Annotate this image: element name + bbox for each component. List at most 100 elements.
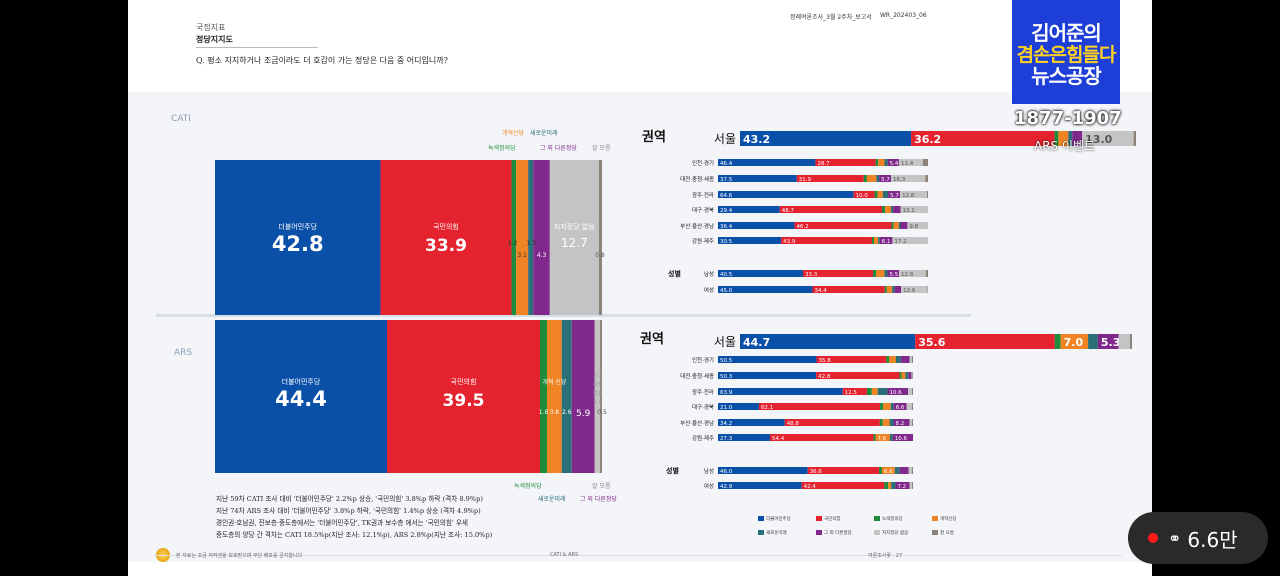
- cati-region-row-4-seg-green: [882, 206, 886, 213]
- ars-region-row-6-seg-minjoo: [718, 434, 770, 441]
- footer-rule: [154, 555, 1122, 556]
- ars-region-row-6-seg-other: [892, 434, 913, 441]
- cati-region-row-4-label-ppp: 48.7: [782, 208, 795, 214]
- cati-region-row-7-label-none: 12.8: [901, 272, 914, 278]
- ars-region-row-3-seg-ppp: [842, 388, 867, 395]
- cati-region-row-0-seg-none: [1082, 131, 1134, 146]
- ars-region-row-4-label-other: 6.6: [896, 405, 905, 411]
- footer-section: CATI & ARS: [550, 552, 579, 558]
- cati-bar-seg-dk: [598, 160, 602, 315]
- survey-label-cati: CATI: [171, 114, 191, 124]
- footer-copyright: 본 자료는 조금 저작권을 보호받으며 무단 배포를 금지합니다: [176, 553, 303, 559]
- cati-region-row-7-seg-newfuture: [884, 270, 888, 277]
- ars-phone-number: 1877-1907: [1014, 108, 1122, 129]
- cati-value-minjoo: 42.8: [272, 232, 324, 256]
- ars-region-row-2-seg-ppp: [816, 372, 900, 379]
- cati-region-row-0-label-ppp: 36.2: [914, 133, 941, 146]
- brand-line-1: 김어준의: [1031, 21, 1102, 45]
- cati-region-row-6-seg-minjoo: [718, 237, 782, 244]
- ars-region-row-label-6: 강원·제주: [692, 434, 714, 442]
- ars-region-row-label-4: 대구·경북: [692, 403, 714, 411]
- ars-none-label-2: 없음: [593, 390, 603, 397]
- cati-region-row-1-seg-ppp: [815, 159, 876, 166]
- ars-region-row-4-seg-newfuture: [890, 403, 894, 410]
- ars-callout-newfuture: 새로운미래: [538, 495, 566, 503]
- ars-region-row-0-seg-reform: [1060, 334, 1089, 349]
- legend-text-none: 지지정당 없음: [882, 531, 909, 536]
- ars-region-row-3-label-minjoo: 63.9: [720, 390, 733, 396]
- legend-text-minjoo: 더불어민주당: [766, 517, 791, 522]
- cati-region-row-0-seg-dk: [1133, 131, 1136, 146]
- ars-value-dk: 0.5: [597, 409, 607, 416]
- cati-region-row-7-label-ppp: 33.3: [805, 272, 818, 278]
- cati-region-row-1-label-none: 11.4: [901, 161, 914, 167]
- ars-bar-seg-minjoo: [215, 320, 387, 473]
- cati-region-row-8-seg-minjoo: [718, 286, 813, 293]
- ars-region-row-2-seg-green: [899, 372, 902, 379]
- legend-swatch-dk: [932, 530, 938, 535]
- cati-region-row-2-seg-minjoo: [718, 175, 797, 182]
- cati-region-row-5-seg-other: [900, 222, 908, 229]
- legend-item-other: 그 외 다른정당: [816, 530, 874, 536]
- cati-region-region-header: 권역: [642, 129, 666, 145]
- ars-region-row-0-label-ppp: 35.6: [918, 336, 945, 349]
- ars-region-row-7-label-ppp: 36.6: [810, 469, 823, 475]
- ars-region-row-7-label-reform: 6.6: [884, 469, 893, 475]
- person-icon: ⚭: [1168, 528, 1182, 548]
- ars-region-row-8-seg-green: [884, 482, 889, 489]
- cati-region-row-2-seg-reform: [866, 175, 877, 182]
- title-underline: [196, 47, 318, 48]
- cati-region-row-4-seg-reform: [885, 206, 892, 213]
- ars-region-row-6-label-minjoo: 27.3: [720, 436, 733, 442]
- ars-region-row-1-seg-other: [900, 356, 910, 363]
- ars-bar-seg-dk: [600, 320, 602, 473]
- cati-region-row-6-seg-other: [879, 237, 893, 244]
- live-viewer-badge[interactable]: ⚭ 6.6만: [1128, 512, 1268, 564]
- ars-region-row-4-seg-other: [893, 403, 907, 410]
- ars-region-row-2-seg-dk: [912, 372, 913, 379]
- ars-label-ppp: 국민의힘: [451, 377, 477, 386]
- ars-region-row-2-label-ppp: 42.8: [818, 374, 831, 380]
- cati-bar-seg-reform: [516, 160, 529, 315]
- ars-region-row-label-8: 여성: [704, 482, 714, 490]
- ars-region-row-5-label-other: 8.2: [896, 421, 905, 427]
- cati-region-row-6-label-other: 6.1: [882, 239, 891, 245]
- ars-label-reform: 개혁 신당: [542, 378, 566, 386]
- ars-region-row-6-seg-reform: [875, 434, 890, 441]
- legend-text-reform: 개혁신당: [940, 517, 957, 522]
- ars-region-row-0-seg-dk: [1130, 334, 1132, 349]
- cati-region-row-8-seg-green: [884, 286, 887, 293]
- cati-region-row-8-seg-other: [894, 286, 902, 293]
- ars-region-row-3-seg-newfuture: [877, 388, 888, 395]
- cati-label-none: 지지정당 없음: [554, 222, 595, 231]
- ars-region-row-0-seg-newfuture: [1088, 334, 1098, 349]
- cati-region-gender-header: 성별: [668, 269, 681, 278]
- cati-region-row-6-seg-green: [871, 237, 874, 244]
- cati-value-none: 12.7: [561, 236, 588, 250]
- ars-region-row-label-7: 남성: [704, 467, 714, 475]
- ars-region-row-5-seg-reform: [882, 419, 890, 426]
- ars-region-row-5-seg-green: [879, 419, 883, 426]
- legend-item-reform: 개혁신당: [932, 516, 990, 522]
- cati-region-row-label-2: 대전·충청·세종: [680, 175, 714, 183]
- cati-region-row-3-seg-none: [900, 191, 927, 198]
- ars-region-row-2-seg-newfuture: [905, 372, 909, 379]
- ars-value-ppp: 39.5: [443, 391, 485, 411]
- ars-region-row-0-seg-green: [1054, 334, 1061, 349]
- ars-region-row-8-label-ppp: 42.4: [804, 484, 817, 490]
- ars-region-row-4-seg-ppp: [758, 403, 881, 410]
- brand-line-3: 뉴스공장: [1031, 64, 1102, 88]
- ars-region-row-4-seg-minjoo: [718, 403, 759, 410]
- legend-item-dk: 잘 모름: [932, 530, 990, 536]
- ars-region-row-3-label-ppp: 12.5: [845, 390, 858, 396]
- ars-region-row-5-seg-other: [893, 419, 910, 426]
- ars-value-other: 5.9: [576, 409, 591, 419]
- ars-region-row-5-seg-dk: [912, 419, 913, 426]
- cati-region-row-7-seg-other: [887, 270, 900, 277]
- cati-region-row-5-label-minjoo: 36.4: [720, 224, 733, 230]
- ars-region-row-3-label-other: 10.6: [889, 390, 902, 396]
- ars-none-label-3: 1.4: [594, 400, 602, 406]
- cati-region-row-label-4: 대구·경북: [692, 206, 714, 214]
- legend-item-none: 지지정당 없음: [874, 530, 932, 536]
- ars-region-row-1-seg-none: [909, 356, 913, 363]
